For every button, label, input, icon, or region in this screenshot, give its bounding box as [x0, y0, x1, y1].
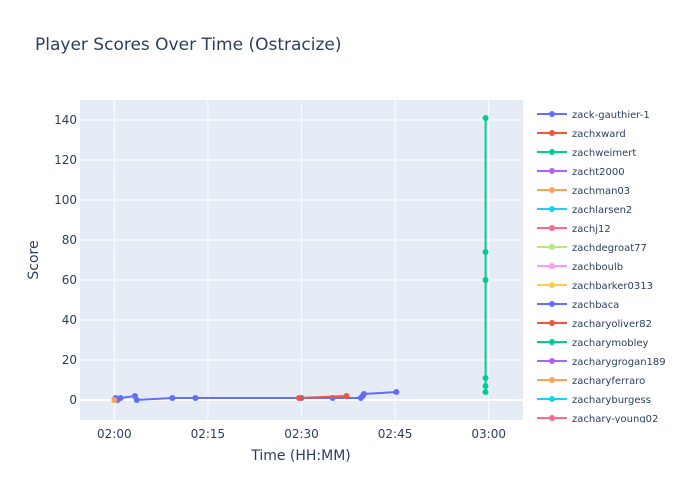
series-zachweimert[interactable]: [482, 115, 489, 395]
legend-item[interactable]: zacharymobley: [537, 338, 649, 349]
y-tick-label: 20: [62, 353, 77, 367]
chart-title: Player Scores Over Time (Ostracize): [35, 35, 342, 55]
legend-label: zack-gauthier-1: [572, 110, 650, 121]
series-zachxward[interactable]: [296, 393, 350, 401]
legend-label: zachweimert: [572, 148, 636, 159]
series-line[interactable]: [298, 395, 347, 399]
legend-swatch-marker: [549, 358, 555, 364]
legend-item[interactable]: zacht2000: [537, 167, 625, 178]
legend-swatch-marker: [549, 415, 555, 421]
legend-label: zachbarker0313: [572, 281, 653, 292]
legend-label: zachary-young02: [572, 414, 658, 425]
legend-item[interactable]: zacharygrogan189: [537, 357, 666, 368]
legend-swatch-marker: [549, 168, 555, 174]
data-point[interactable]: [393, 389, 400, 395]
y-axis-title: Score: [26, 240, 42, 279]
legend-label: zachxward: [572, 129, 626, 140]
legend-swatch-marker: [549, 339, 555, 345]
x-axis-title: Time (HH:MM): [250, 448, 351, 464]
legend-swatch-marker: [549, 225, 555, 231]
series-layer: [111, 115, 489, 403]
grid: [80, 100, 523, 420]
data-point[interactable]: [117, 395, 124, 401]
legend-item[interactable]: zachweimert: [537, 148, 636, 159]
legend-label: zachman03: [572, 186, 630, 197]
legend-label: zacharyferraro: [572, 376, 645, 387]
data-point[interactable]: [482, 389, 489, 395]
data-point[interactable]: [343, 393, 350, 399]
legend-swatch-marker: [549, 187, 555, 193]
legend-item[interactable]: zachlarsen2: [537, 205, 632, 216]
legend-item[interactable]: zachboulb: [537, 262, 623, 273]
legend-item[interactable]: zachxward: [537, 129, 626, 140]
data-point[interactable]: [360, 391, 367, 397]
legend-swatch-marker: [549, 149, 555, 155]
data-point[interactable]: [169, 395, 176, 401]
legend-label: zacharyburgess: [572, 395, 651, 406]
legend-item[interactable]: zachdegroat77: [537, 243, 647, 254]
legend-item[interactable]: zacharyferraro: [537, 376, 645, 387]
legend-item[interactable]: zack-gauthier-1: [537, 110, 650, 121]
legend-item[interactable]: zachbarker0313: [537, 281, 653, 292]
data-point[interactable]: [482, 115, 489, 121]
series-zachman03[interactable]: [111, 397, 118, 403]
legend-label: zacht2000: [572, 167, 625, 178]
legend-label: zachdegroat77: [572, 243, 647, 254]
legend-item[interactable]: zachbaca: [537, 300, 619, 311]
data-point[interactable]: [482, 383, 489, 389]
legend-label: zachlarsen2: [572, 205, 632, 216]
y-tick-label: 0: [69, 393, 77, 407]
legend-item[interactable]: zachj12: [537, 224, 611, 235]
legend-swatch-marker: [549, 244, 555, 250]
legend-label: zacharymobley: [572, 338, 649, 349]
legend-swatch-marker: [549, 282, 555, 288]
legend-swatch-marker: [549, 206, 555, 212]
x-tick-label: 02:00: [97, 427, 132, 441]
legend-label: zacharyoliver82: [572, 319, 652, 330]
y-tick-label: 140: [54, 113, 77, 127]
legend-swatch-marker: [549, 396, 555, 402]
legend-swatch-marker: [549, 301, 555, 307]
legend-item[interactable]: zacharyoliver82: [537, 319, 652, 330]
y-tick-label: 100: [54, 193, 77, 207]
legend-item[interactable]: zachary-young02: [537, 414, 658, 425]
legend-item[interactable]: zacharyburgess: [537, 395, 651, 406]
legend-swatch-marker: [549, 320, 555, 326]
legend-swatch-marker: [549, 111, 555, 117]
x-tick-label: 03:00: [471, 427, 506, 441]
data-point[interactable]: [482, 277, 489, 283]
legend-swatch-marker: [549, 263, 555, 269]
data-point[interactable]: [133, 397, 140, 403]
y-tick-label: 40: [62, 313, 77, 327]
data-point[interactable]: [482, 249, 489, 255]
data-point[interactable]: [296, 395, 303, 401]
legend-item[interactable]: zachman03: [537, 186, 630, 197]
legend-label: zachbaca: [572, 300, 619, 311]
y-tick-label: 60: [62, 273, 77, 287]
legend-label: zachboulb: [572, 262, 623, 273]
legend[interactable]: zack-gauthier-1 zachxward zachweimert zacht…: [537, 110, 666, 425]
data-point[interactable]: [192, 395, 199, 401]
y-tick-label: 120: [54, 153, 77, 167]
legend-label: zacharygrogan189: [572, 357, 666, 368]
data-point[interactable]: [111, 397, 118, 403]
x-tick-label: 02:15: [191, 427, 226, 441]
y-tick-label: 80: [62, 233, 77, 247]
legend-label: zachj12: [572, 224, 611, 235]
x-tick-label: 02:30: [284, 427, 319, 441]
legend-swatch-marker: [549, 377, 555, 383]
x-tick-label: 02:45: [378, 427, 413, 441]
ticks: 0 20 40 60 80 100 120 140 02:00 02:15 02:30 02:45 03…: [54, 113, 506, 441]
data-point[interactable]: [482, 375, 489, 381]
legend-swatch-marker: [549, 130, 555, 136]
